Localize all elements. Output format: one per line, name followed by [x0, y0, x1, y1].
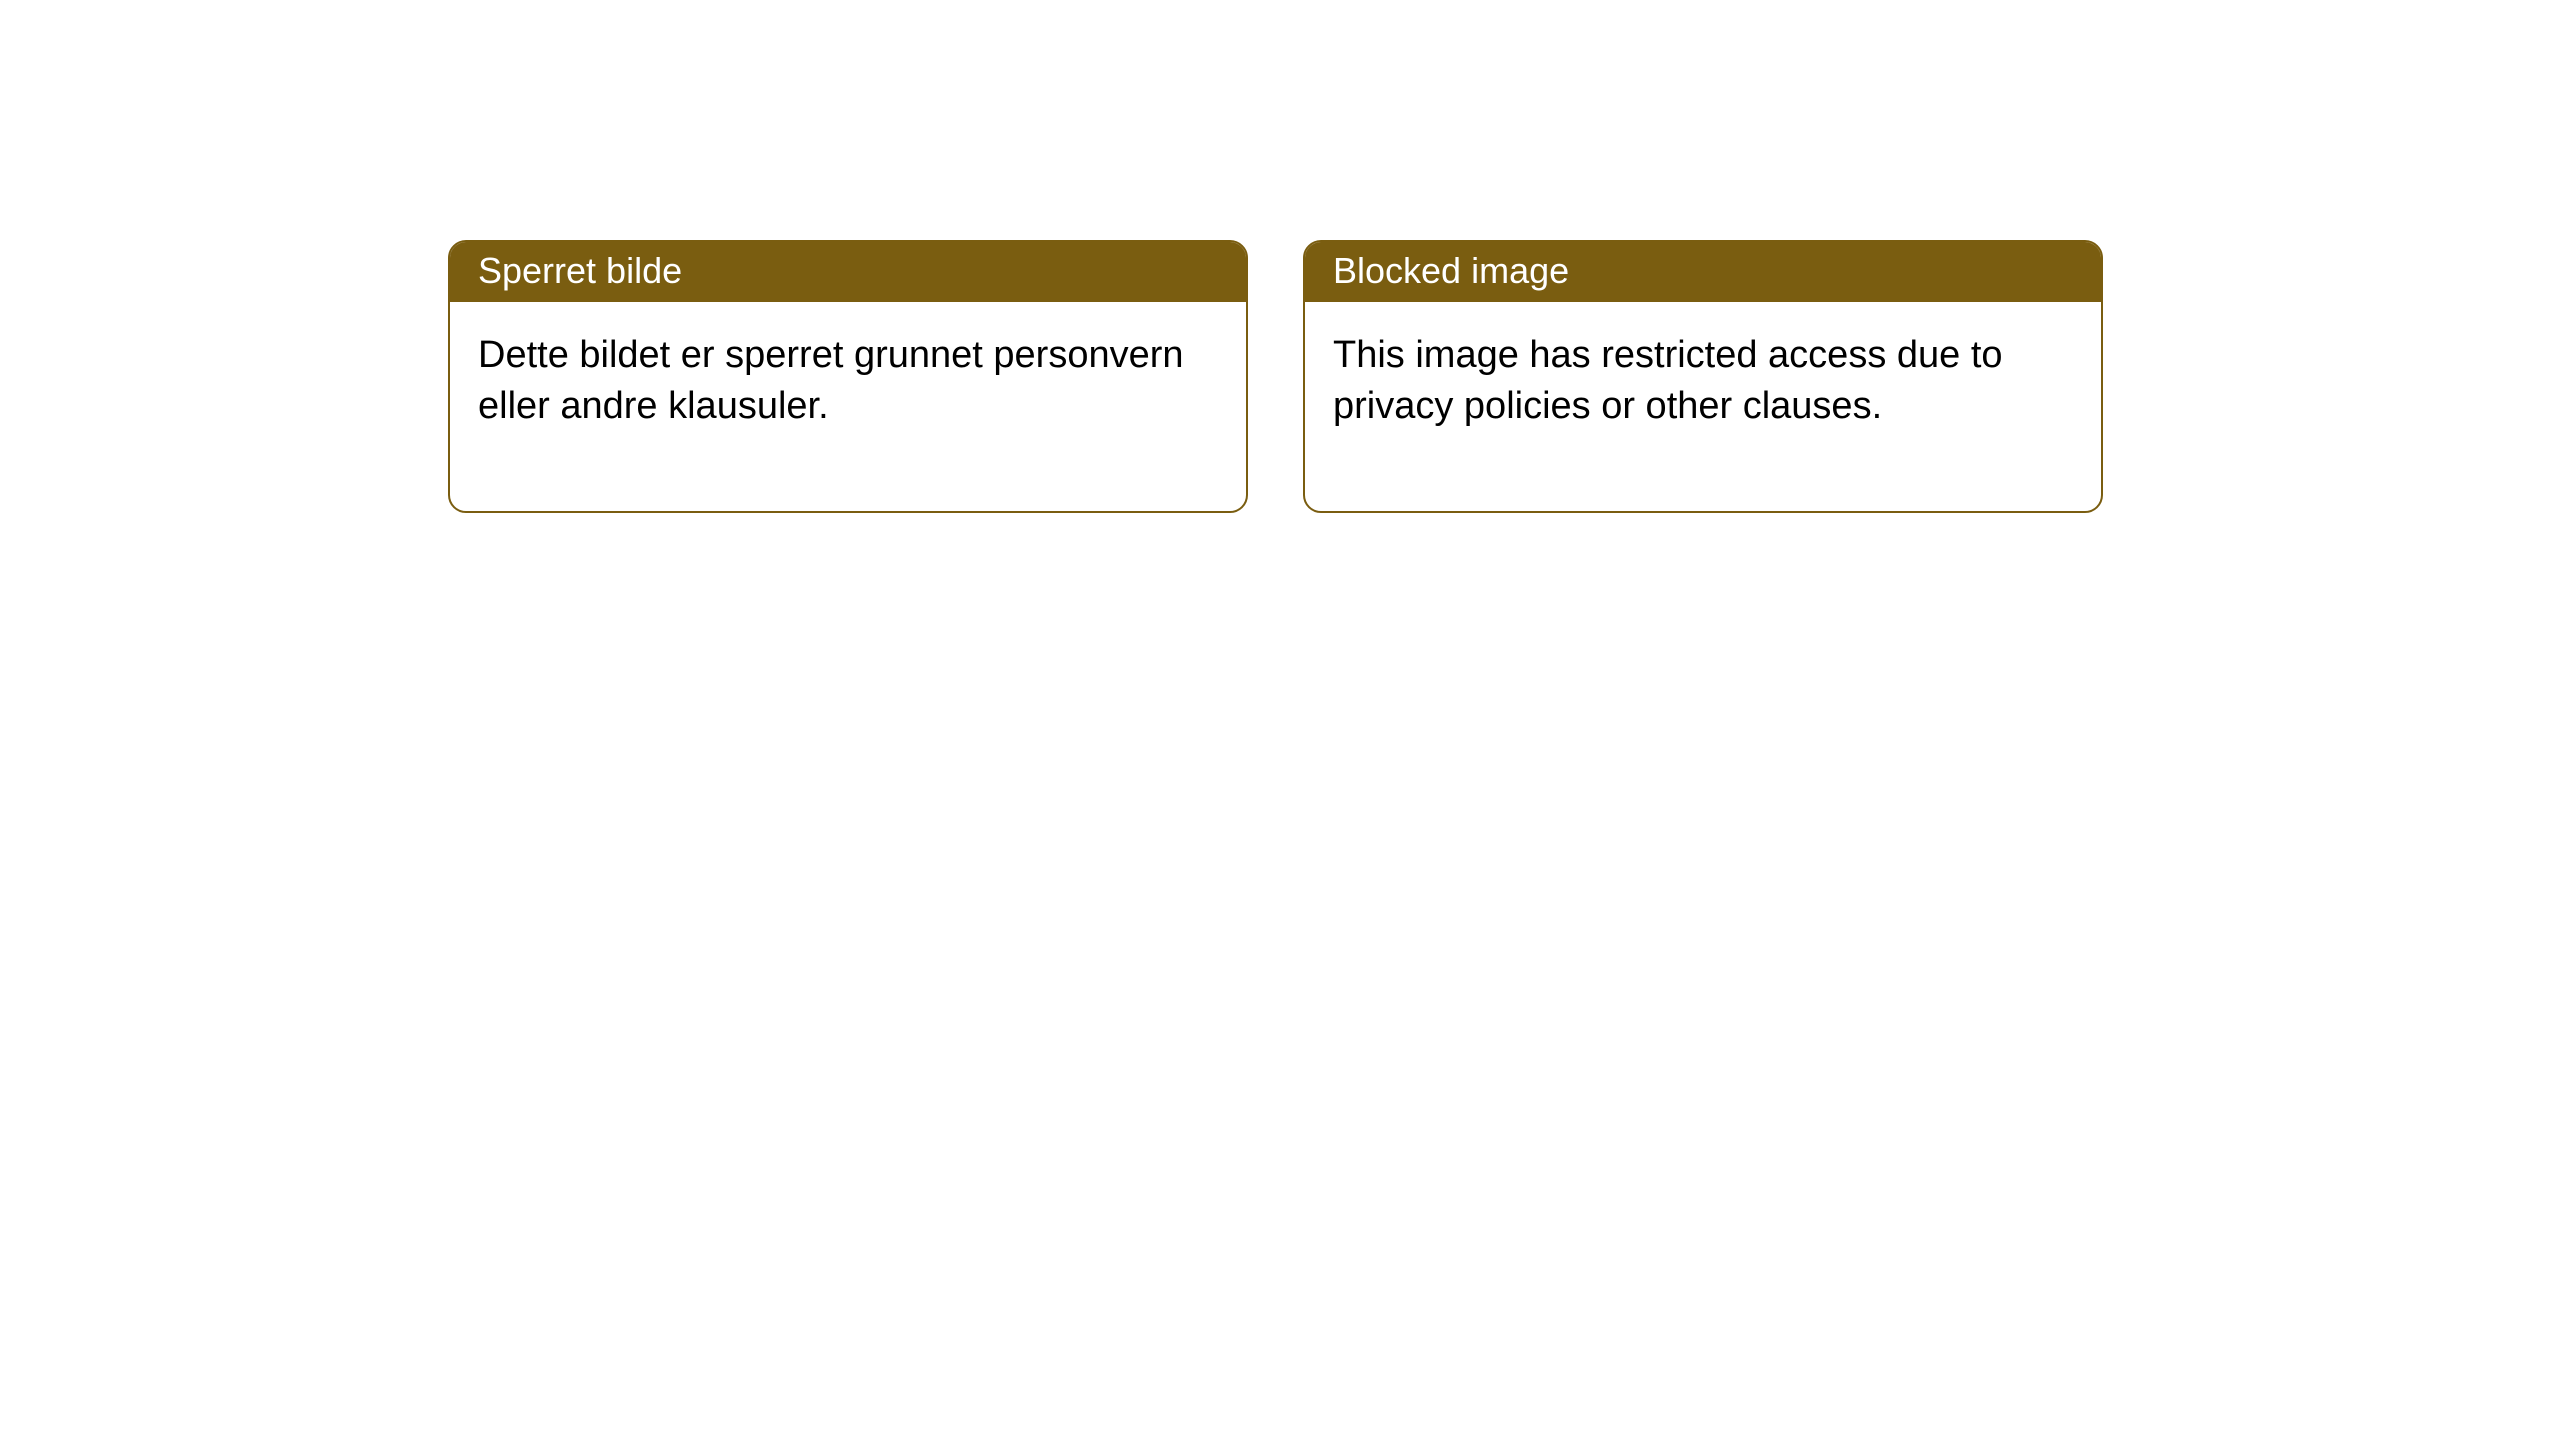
card-header-english: Blocked image [1305, 242, 2101, 302]
card-body-text: Dette bildet er sperret grunnet personve… [478, 334, 1184, 427]
card-body-norwegian: Dette bildet er sperret grunnet personve… [450, 302, 1246, 511]
notice-container: Sperret bilde Dette bildet er sperret gr… [448, 240, 2103, 513]
card-body-english: This image has restricted access due to … [1305, 302, 2101, 511]
blocked-image-card-english: Blocked image This image has restricted … [1303, 240, 2103, 513]
card-header-norwegian: Sperret bilde [450, 242, 1246, 302]
blocked-image-card-norwegian: Sperret bilde Dette bildet er sperret gr… [448, 240, 1248, 513]
card-title: Sperret bilde [478, 250, 682, 291]
card-body-text: This image has restricted access due to … [1333, 334, 2003, 427]
card-title: Blocked image [1333, 250, 1569, 291]
